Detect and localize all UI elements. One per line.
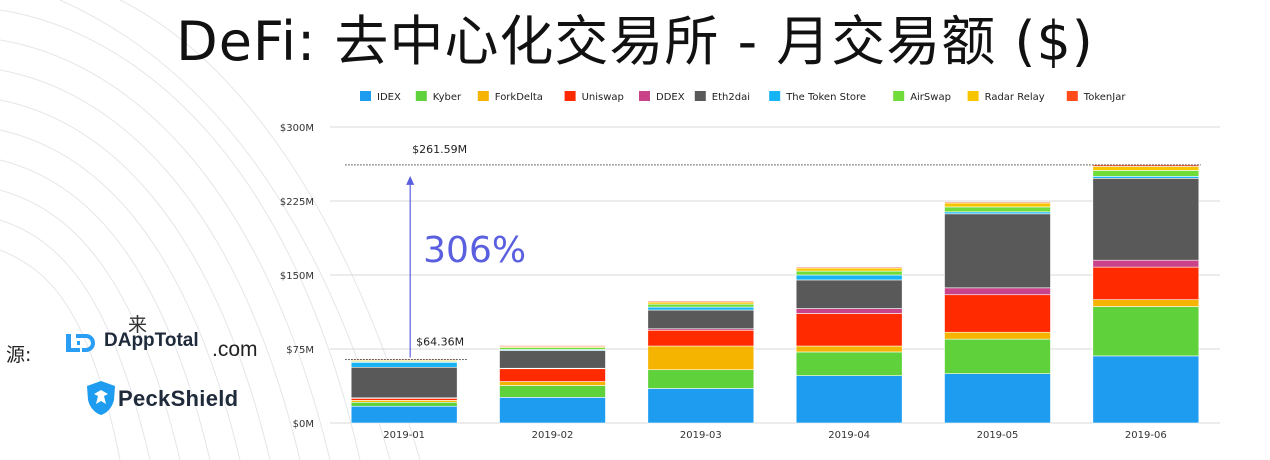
bar-segment xyxy=(795,270,903,276)
bar-segment xyxy=(647,300,755,303)
peckshield-logo-text: PeckShield xyxy=(118,386,239,411)
bar-segment xyxy=(350,401,458,407)
bar-segment xyxy=(647,388,755,424)
legend-swatch xyxy=(893,91,905,101)
annotation-end-value: $261.59M xyxy=(412,143,467,156)
bar-segment xyxy=(647,369,755,389)
bar-segment xyxy=(647,303,755,308)
bar-segment xyxy=(1092,259,1200,268)
bar-segment xyxy=(350,366,458,399)
bar-segment xyxy=(1092,170,1200,177)
bar-segment xyxy=(795,267,903,272)
growth-arrow-head xyxy=(406,175,415,185)
bar-segment xyxy=(795,266,903,269)
bar-segment xyxy=(350,362,458,368)
bar-segment xyxy=(647,306,755,311)
y-tick-label: $300M xyxy=(280,123,314,134)
bar-segment xyxy=(944,287,1051,296)
bar-segment xyxy=(944,331,1051,340)
bar-segment xyxy=(499,350,606,369)
y-tick-label: $150M xyxy=(280,271,314,282)
legend-label: DDEX xyxy=(656,92,685,103)
dapptotal-logo-suffix: .com xyxy=(212,338,258,361)
bar-segment xyxy=(1092,166,1200,171)
bar-segment xyxy=(944,294,1051,333)
legend-swatch xyxy=(967,91,979,101)
legend-swatch xyxy=(769,91,781,101)
bar-segment xyxy=(795,308,903,314)
legend-label: AirSwap xyxy=(910,92,951,103)
bar-segment xyxy=(499,385,606,398)
bar-segment xyxy=(1092,266,1200,300)
bar-segment xyxy=(1092,164,1200,167)
bar-segment xyxy=(499,381,606,386)
bar-segment xyxy=(944,213,1051,289)
y-tick-label: $0M xyxy=(293,419,314,430)
legend-swatch xyxy=(477,91,489,101)
legend-swatch xyxy=(360,91,371,101)
bar-segment xyxy=(647,329,755,347)
annotation-start-value: $64.36M xyxy=(416,335,464,348)
bar-segment xyxy=(795,345,903,353)
legend-label: The Token Store xyxy=(785,92,866,103)
dapptotal-logo-sup: 来 xyxy=(128,314,148,336)
legend-swatch xyxy=(1066,91,1078,101)
peckshield-shield-icon xyxy=(87,381,115,415)
bar-segment xyxy=(1092,299,1200,307)
legend-swatch xyxy=(639,91,650,101)
bar-segment xyxy=(795,274,903,281)
dapptotal-logo-icon xyxy=(66,334,95,352)
legend-label: ForkDelta xyxy=(495,92,543,103)
bar-segment xyxy=(944,202,1051,208)
bar-segment xyxy=(1092,178,1200,261)
bar-segment xyxy=(647,309,755,330)
bar-segment xyxy=(499,397,606,424)
y-tick-label: $225M xyxy=(280,197,314,208)
bar-segment xyxy=(795,375,903,424)
bar-segment xyxy=(1092,355,1200,424)
legend-label: Uniswap xyxy=(582,92,624,103)
legend-label: Kyber xyxy=(433,92,462,103)
x-tick-label: 2019-05 xyxy=(977,430,1019,441)
legend-label: TokenJar xyxy=(1083,92,1127,103)
bar-segment xyxy=(795,351,903,376)
page-title: DeFi: 去中心化交易所 - 月交易额 ($) xyxy=(176,10,1094,73)
bar-segment xyxy=(795,279,903,309)
bar-segment xyxy=(944,201,1051,204)
legend-swatch xyxy=(415,91,427,101)
peckshield-logo: PeckShield xyxy=(86,380,276,420)
x-tick-label: 2019-04 xyxy=(828,430,870,441)
legend-label: IDEX xyxy=(377,92,401,103)
bar-segment xyxy=(1092,306,1200,357)
bar-segment xyxy=(944,338,1051,374)
legend-swatch xyxy=(694,91,706,101)
x-tick-label: 2019-01 xyxy=(383,430,425,441)
dapptotal-logo: 来 DAppTotal .com xyxy=(66,312,266,364)
source-label: 源: xyxy=(6,344,32,366)
growth-percentage: 306% xyxy=(423,230,526,271)
bar-segment xyxy=(499,345,606,347)
y-tick-label: $75M xyxy=(286,345,314,356)
legend-label: Radar Relay xyxy=(985,92,1045,103)
x-tick-label: 2019-02 xyxy=(532,430,574,441)
legend-swatch xyxy=(564,91,576,101)
legend-label: Eth2dai xyxy=(712,92,750,103)
x-tick-label: 2019-03 xyxy=(680,430,722,441)
bar-segment xyxy=(647,345,755,371)
dapptotal-logo-text: DAppTotal xyxy=(104,330,199,351)
bar-segment xyxy=(944,373,1051,424)
bar-segment xyxy=(795,313,903,347)
bar-segment xyxy=(350,405,458,424)
bar-segment xyxy=(944,206,1051,213)
bar-segment xyxy=(499,368,606,382)
x-tick-label: 2019-06 xyxy=(1125,430,1167,441)
